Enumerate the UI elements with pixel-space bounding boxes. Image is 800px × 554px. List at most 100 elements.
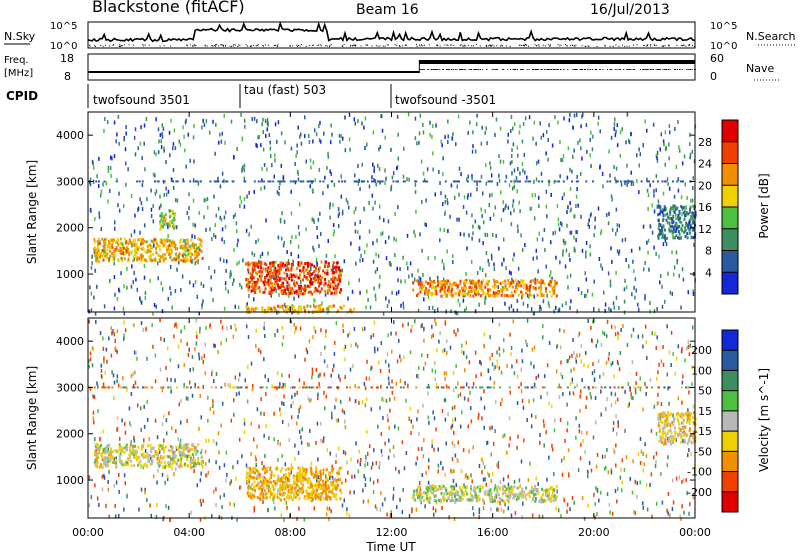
scatter-mark	[368, 229, 371, 234]
echo-mark	[306, 278, 309, 282]
scatter-mark	[470, 419, 473, 424]
scatter-mark	[391, 349, 393, 354]
scatter-mark	[561, 196, 564, 201]
scatter-mark	[242, 258, 244, 263]
echo-mark	[95, 259, 98, 263]
echo-mark	[657, 213, 660, 217]
noise-search-dot	[538, 44, 540, 46]
scatter-mark	[597, 359, 600, 364]
band-mark	[609, 180, 612, 183]
scatter-mark	[203, 198, 206, 203]
scatter-mark	[497, 507, 499, 512]
scatter-mark	[153, 302, 156, 307]
echo-mark	[321, 276, 324, 280]
band-mark	[466, 180, 469, 183]
scatter-mark	[595, 343, 598, 348]
scatter-mark	[334, 254, 336, 259]
scatter-mark	[508, 270, 511, 275]
echo-mark	[324, 271, 327, 275]
scatter-mark	[681, 380, 684, 385]
scatter-mark	[457, 328, 459, 333]
echo-mark	[264, 279, 267, 283]
scatter-mark	[234, 212, 236, 217]
nave-dot	[556, 69, 558, 70]
echo-mark	[274, 260, 277, 264]
scatter-mark	[465, 306, 468, 311]
scatter-mark	[605, 213, 608, 218]
scatter-mark	[600, 412, 602, 417]
scatter-mark	[489, 193, 491, 198]
echo-mark	[144, 250, 147, 254]
echo-mark	[428, 288, 431, 292]
scatter-mark	[332, 223, 335, 228]
scatter-mark	[601, 454, 604, 459]
scatter-mark	[101, 487, 104, 492]
echo-mark	[323, 265, 326, 269]
scatter-mark	[220, 341, 222, 346]
scatter-mark	[146, 356, 148, 361]
scatter-mark	[118, 141, 120, 146]
echo-mark	[504, 279, 507, 283]
echo-mark	[327, 285, 330, 289]
scatter-mark	[617, 487, 619, 492]
scatter-mark	[418, 365, 420, 370]
band-mark	[243, 180, 246, 183]
echo-mark	[269, 261, 272, 265]
noise-search-dot	[662, 45, 664, 47]
scatter-mark	[223, 463, 226, 468]
scatter-mark	[192, 367, 195, 372]
scatter-mark	[446, 201, 449, 206]
scatter-mark	[196, 483, 199, 488]
scatter-mark	[137, 207, 139, 212]
scatter-mark	[253, 189, 255, 194]
scatter-mark	[635, 381, 637, 386]
noise-search-dot	[353, 44, 355, 46]
nave-dot	[550, 69, 552, 70]
scatter-mark	[621, 127, 623, 132]
scatter-mark	[427, 391, 429, 396]
scatter-mark	[284, 462, 287, 467]
scatter-mark	[114, 346, 116, 351]
echo-mark	[475, 289, 478, 293]
scatter-mark	[114, 503, 116, 508]
scatter-mark	[471, 479, 473, 484]
scatter-mark	[206, 205, 209, 210]
scatter-mark	[653, 245, 655, 250]
scatter-mark	[589, 244, 591, 249]
echo-mark	[169, 242, 172, 246]
scatter-mark	[415, 209, 417, 214]
scatter-mark	[600, 229, 603, 234]
scatter-mark	[613, 305, 616, 310]
scatter-mark	[474, 309, 477, 314]
scatter-mark	[502, 434, 504, 439]
echo-mark	[332, 285, 335, 289]
scatter-mark	[113, 456, 115, 461]
scatter-mark	[613, 126, 615, 131]
echo-mark	[528, 284, 531, 288]
echo-mark	[329, 285, 332, 289]
echo-mark	[475, 286, 478, 290]
scatter-mark	[604, 465, 607, 470]
scatter-mark	[587, 474, 589, 479]
scatter-mark	[498, 322, 501, 327]
scatter-mark	[379, 180, 381, 185]
scatter-mark	[98, 215, 101, 220]
scatter-mark	[327, 184, 329, 189]
echo-mark	[688, 210, 691, 214]
nave-dot	[538, 69, 540, 70]
nave-dot	[576, 69, 578, 70]
scatter-mark	[625, 140, 627, 145]
echo-mark	[162, 217, 165, 221]
band-mark	[366, 180, 369, 183]
scatter-mark	[614, 176, 616, 181]
scatter-mark	[630, 395, 633, 400]
noise-search-dot	[274, 44, 276, 46]
scatter-mark	[490, 452, 492, 457]
scatter-mark	[333, 229, 336, 234]
nave-dot	[437, 69, 439, 70]
scatter-mark	[432, 333, 435, 338]
noise-search-dot	[142, 44, 144, 46]
echo-mark	[304, 309, 307, 313]
nave-dot	[464, 69, 466, 70]
echo-mark	[172, 257, 175, 261]
